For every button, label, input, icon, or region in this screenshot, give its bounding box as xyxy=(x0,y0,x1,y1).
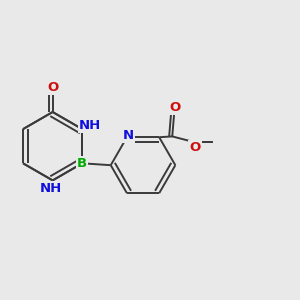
Text: B: B xyxy=(77,157,87,170)
Text: NH: NH xyxy=(79,119,101,132)
Text: N: N xyxy=(123,129,134,142)
Text: O: O xyxy=(47,81,58,94)
Text: O: O xyxy=(189,141,201,154)
Text: O: O xyxy=(169,101,181,114)
Text: NH: NH xyxy=(40,182,62,195)
